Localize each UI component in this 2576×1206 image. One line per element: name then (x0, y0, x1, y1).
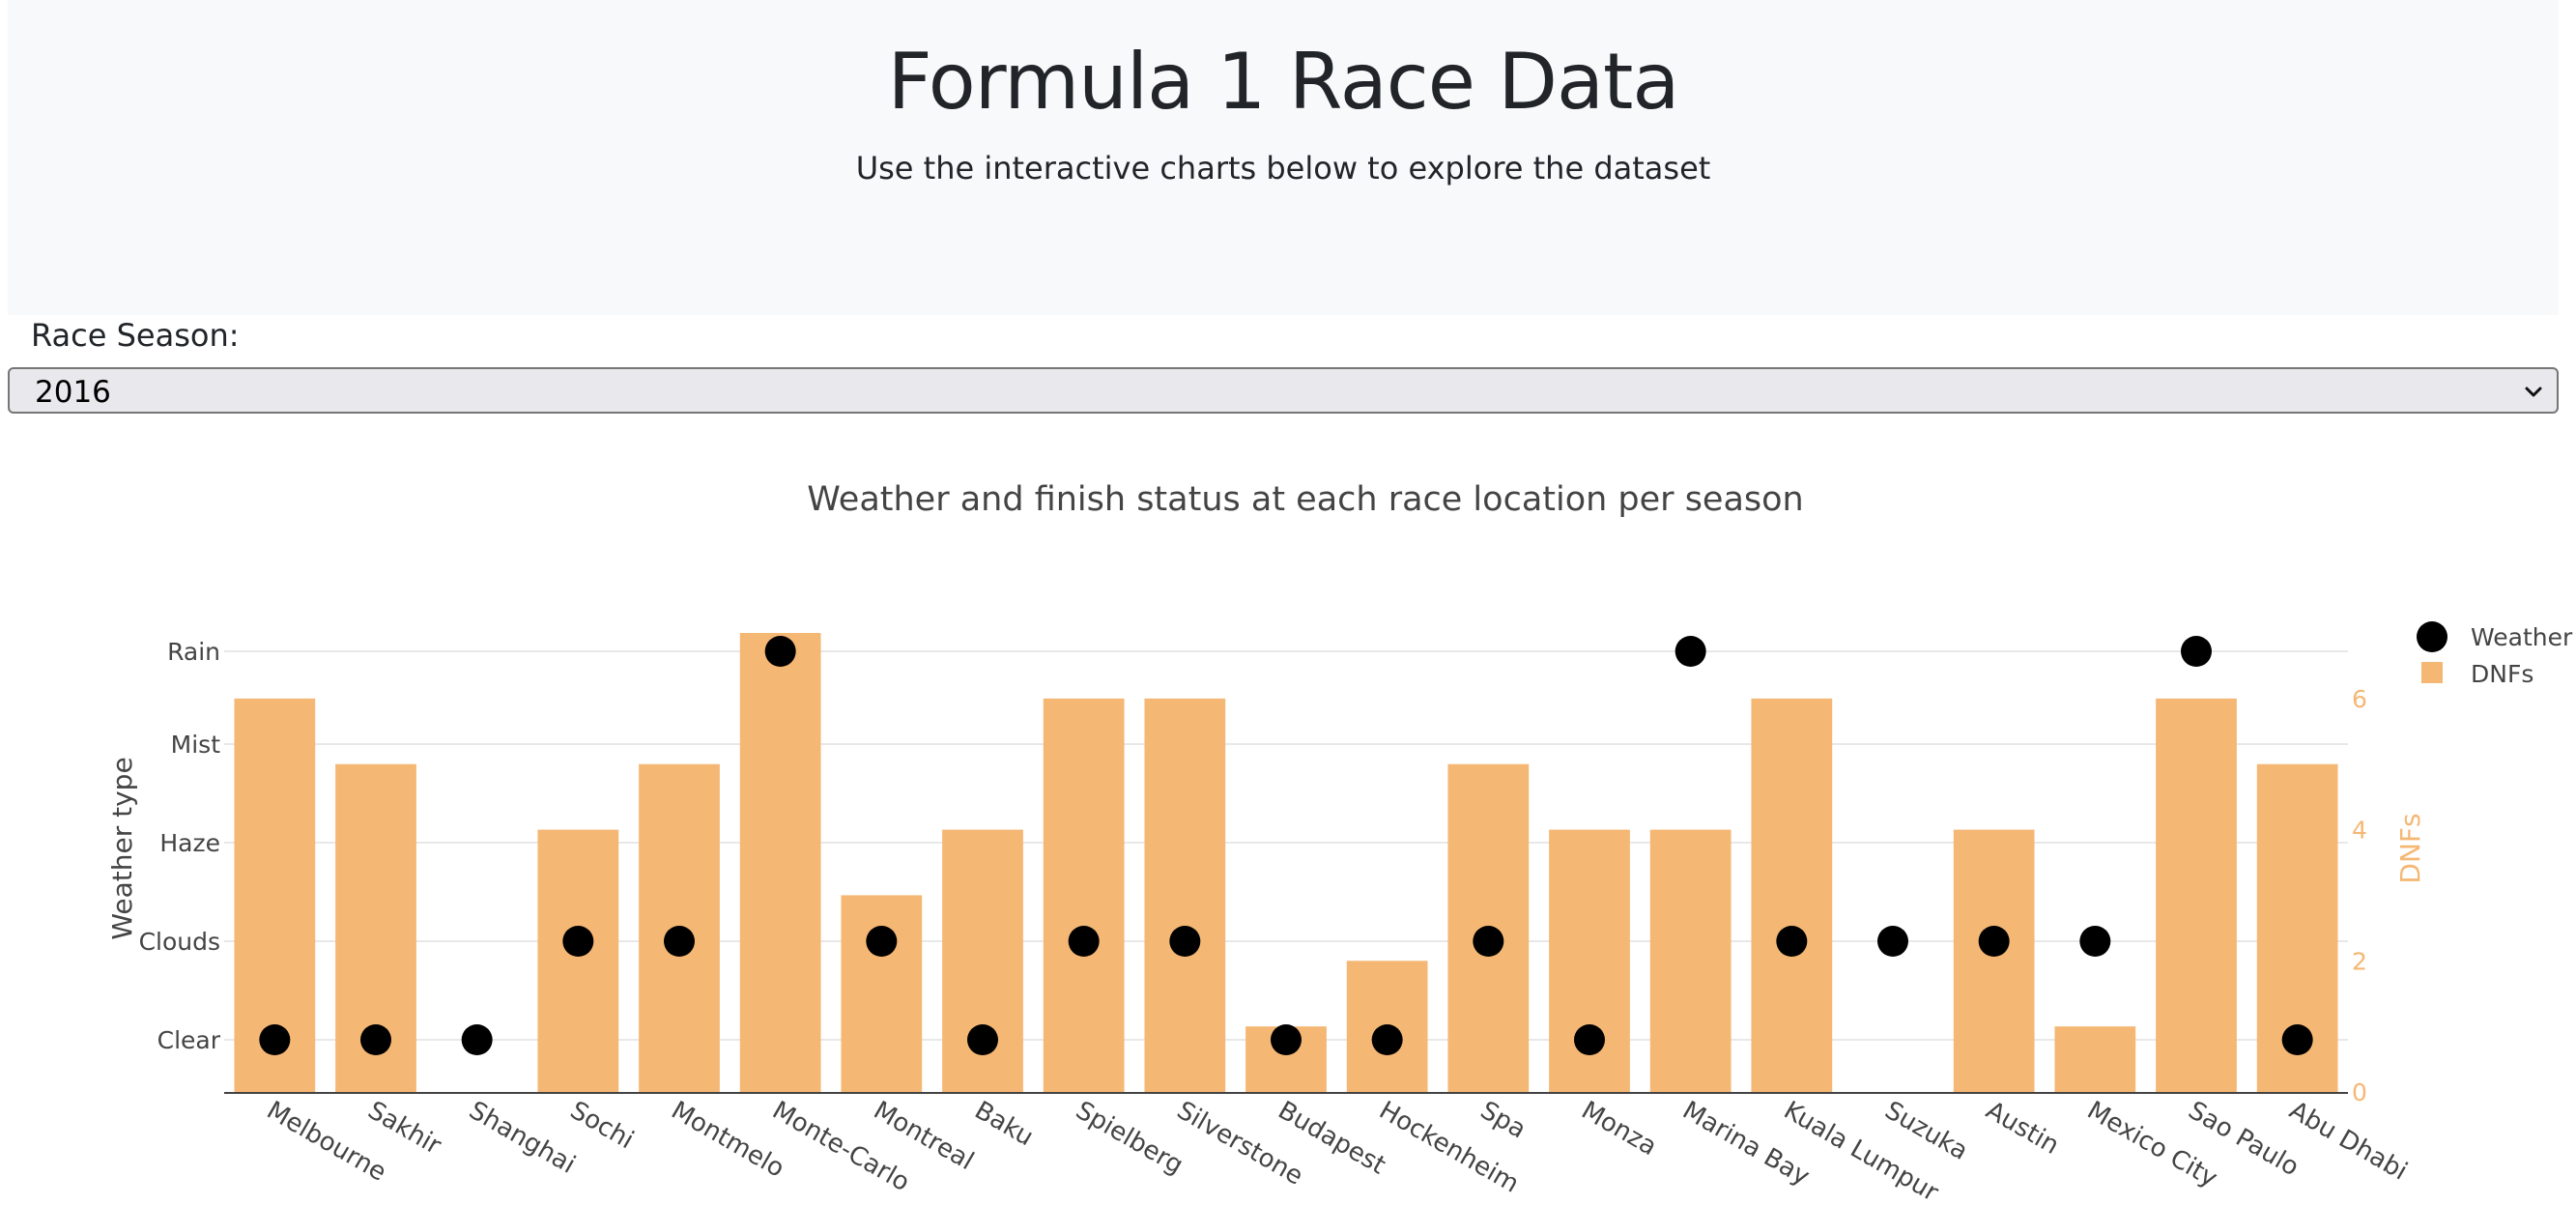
weather-marker-melbourne[interactable] (259, 1024, 291, 1055)
weather-marker-austin[interactable] (1978, 926, 2010, 957)
x-tick-label: Austin (1981, 1096, 2064, 1161)
dnf-bar-monte-carlo[interactable] (739, 633, 821, 1092)
y2-tick-label: 2 (2352, 947, 2367, 975)
dnf-bar-spielberg[interactable] (1043, 698, 1125, 1092)
y2-axis-title: DNFs (2394, 813, 2426, 883)
season-select[interactable]: 2016 (8, 367, 2559, 414)
x-tick-label: Montmelo (667, 1096, 789, 1184)
y-axis-title: Weather type (106, 757, 138, 939)
dnf-bar-silverstone[interactable] (1144, 698, 1226, 1092)
dnf-bar-sao-paulo[interactable] (2156, 698, 2237, 1092)
x-tick-label: Shanghai (464, 1096, 580, 1180)
y2-tick-label: 0 (2352, 1078, 2367, 1106)
weather-marker-abu-dhabi[interactable] (2281, 1024, 2313, 1055)
legend-dnfs-label[interactable]: DNFs (2471, 660, 2533, 688)
weather-marker-hockenheim[interactable] (1371, 1024, 1403, 1055)
x-tick-label: Sochi (565, 1096, 639, 1155)
legend-weather-label[interactable]: Weather (2471, 623, 2573, 651)
weather-marker-marina-bay[interactable] (1674, 636, 1706, 667)
y2-tick-label: 4 (2352, 817, 2367, 845)
x-tick-label: Spa (1475, 1096, 1531, 1144)
weather-marker-monte-carlo[interactable] (764, 636, 796, 667)
season-select-value: 2016 (35, 375, 111, 410)
x-tick-label: Abu Dhabi (2284, 1096, 2412, 1187)
weather-marker-sochi[interactable] (562, 926, 594, 957)
y-tick-label: Rain (167, 638, 220, 666)
dnf-bar-austin[interactable] (1953, 829, 2035, 1092)
weather-marker-montreal[interactable] (866, 926, 898, 957)
x-tick-label: Baku (970, 1096, 1039, 1152)
weather-marker-sao-paulo[interactable] (2181, 636, 2212, 667)
dnf-bar-montreal[interactable] (841, 895, 923, 1092)
legend-weather-swatch[interactable] (2417, 621, 2447, 652)
weather-marker-spielberg[interactable] (1068, 926, 1100, 957)
chart-title: Weather and finish status at each race l… (807, 480, 1804, 519)
weather-marker-mexico-city[interactable] (2079, 926, 2111, 957)
dnf-bar-mexico-city[interactable] (2054, 1026, 2136, 1092)
weather-marker-shanghai[interactable] (461, 1024, 493, 1055)
page-subtitle: Use the interactive charts below to expl… (855, 150, 1711, 187)
x-tick-label: Spielberg (1071, 1096, 1188, 1180)
y-tick-label: Clear (157, 1026, 221, 1054)
weather-dnf-chart: Weather and finish status at each race l… (106, 480, 2573, 1206)
x-tick-label: Monza (1577, 1096, 1662, 1162)
weather-marker-suzuka[interactable] (1877, 926, 1908, 957)
weather-marker-montmelo[interactable] (664, 926, 695, 957)
season-label: Race Season: (31, 317, 240, 354)
hero-banner: Formula 1 Race Data Use the interactive … (8, 0, 2559, 315)
weather-marker-silverstone[interactable] (1169, 926, 1201, 957)
y-tick-label: Clouds (139, 928, 220, 956)
y-tick-label: Haze (159, 829, 220, 857)
weather-marker-sakhir[interactable] (360, 1024, 391, 1055)
chevron-down-icon (2525, 387, 2542, 397)
page-title: Formula 1 Race Data (887, 37, 1680, 127)
y-tick-label: Mist (171, 731, 221, 759)
x-tick-label: Sakhir (363, 1096, 446, 1161)
weather-marker-baku[interactable] (967, 1024, 998, 1055)
weather-marker-spa[interactable] (1473, 926, 1504, 957)
dnf-bar-kuala-lumpur[interactable] (1751, 698, 1833, 1092)
dnf-bar-marina-bay[interactable] (1649, 829, 1732, 1092)
weather-marker-kuala-lumpur[interactable] (1776, 926, 1808, 957)
weather-marker-budapest[interactable] (1271, 1024, 1302, 1055)
weather-marker-monza[interactable] (1574, 1024, 1605, 1055)
dnf-bar-sochi[interactable] (537, 829, 619, 1092)
y2-tick-label: 6 (2352, 685, 2367, 713)
legend-dnfs-swatch[interactable] (2421, 662, 2443, 683)
